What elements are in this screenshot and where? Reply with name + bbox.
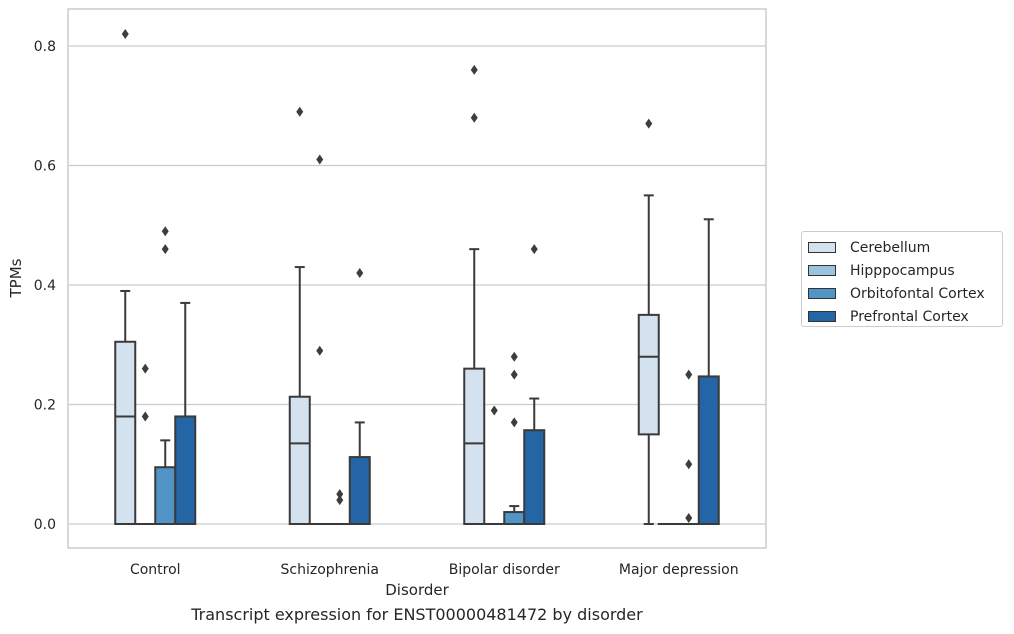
- legend-swatch: [808, 242, 836, 253]
- box-plot-marks: [114, 194, 720, 526]
- legend-swatch: [808, 311, 836, 322]
- box-prefrontal-cortex: [523, 397, 546, 526]
- outlier-point: [161, 244, 169, 255]
- legend-label: Cerebellum: [850, 239, 931, 256]
- legend: Cerebellum Hipppocampus Orbitofontal Corte…: [801, 231, 1003, 327]
- outlier-point: [490, 405, 498, 416]
- box-body: [637, 313, 660, 436]
- legend-label: Hipppocampus: [850, 262, 955, 279]
- legend-item: Hipppocampus: [808, 259, 1002, 282]
- box-body: [348, 456, 371, 525]
- box-cerebellum: [637, 194, 660, 525]
- y-tick-label: 0.6: [34, 159, 56, 175]
- box-body: [154, 466, 177, 525]
- y-axis-label: TPMs: [7, 258, 25, 298]
- y-axis-ticks: 0.0 0.2 0.4 0.6 0.8: [34, 39, 56, 533]
- outlier-point: [510, 369, 518, 380]
- outlier-point: [161, 226, 169, 237]
- x-tick-label: Control: [130, 562, 181, 578]
- x-tick-label: Schizophrenia: [281, 562, 379, 578]
- box-prefrontal-cortex: [348, 421, 371, 525]
- outlier-point: [510, 351, 518, 362]
- box-body: [463, 367, 486, 525]
- outlier-point: [356, 268, 364, 279]
- figure-caption: Transcript expression for ENST0000048147…: [191, 605, 643, 624]
- outlier-point: [296, 106, 304, 117]
- box-body: [523, 429, 546, 526]
- box-orbitofontal-cortex: [503, 505, 526, 525]
- box-body: [503, 511, 526, 525]
- legend-label: Orbitofontal Cortex: [850, 285, 985, 302]
- outlier-point: [470, 64, 478, 75]
- outlier-point: [141, 411, 149, 422]
- y-tick-label: 0.8: [34, 39, 56, 55]
- outlier-point: [685, 459, 693, 470]
- legend-item: Prefrontal Cortex: [808, 305, 1002, 328]
- y-tick-label: 0.0: [34, 517, 56, 533]
- outlier-point: [336, 489, 344, 500]
- x-tick-label: Major depression: [619, 562, 739, 578]
- outlier-point: [141, 363, 149, 374]
- outlier-point: [510, 417, 518, 428]
- outlier-markers: [121, 29, 693, 524]
- y-tick-label: 0.2: [34, 398, 56, 414]
- legend-swatch: [808, 265, 836, 276]
- outlier-point: [316, 345, 324, 356]
- outlier-point: [645, 118, 653, 129]
- outlier-point: [121, 29, 129, 40]
- outlier-point: [685, 513, 693, 524]
- box-body: [288, 395, 311, 526]
- legend-label: Prefrontal Cortex: [850, 308, 969, 325]
- box-cerebellum: [288, 266, 311, 526]
- box-cerebellum: [114, 289, 137, 526]
- x-axis-ticks: Control Schizophrenia Bipolar disorder Majo…: [130, 562, 739, 578]
- x-tick-label: Bipolar disorder: [449, 562, 560, 578]
- outlier-point: [470, 112, 478, 123]
- y-tick-label: 0.4: [34, 278, 56, 294]
- box-prefrontal-cortex: [697, 218, 720, 526]
- outlier-point: [336, 495, 344, 506]
- legend-item: Orbitofontal Cortex: [808, 282, 1002, 305]
- box-prefrontal-cortex: [174, 301, 197, 526]
- grid-lines: [68, 45, 766, 525]
- box-body: [114, 340, 137, 526]
- legend-swatch: [808, 288, 836, 299]
- box-body: [174, 415, 197, 526]
- box-body: [697, 375, 720, 526]
- x-axis-label: Disorder: [385, 581, 449, 599]
- box-orbitofontal-cortex: [154, 439, 177, 525]
- outlier-point: [530, 244, 538, 255]
- box-cerebellum: [463, 248, 486, 525]
- outlier-point: [316, 154, 324, 165]
- plot-frame: [67, 8, 767, 549]
- legend-item: Cerebellum: [808, 236, 1002, 259]
- outlier-point: [685, 369, 693, 380]
